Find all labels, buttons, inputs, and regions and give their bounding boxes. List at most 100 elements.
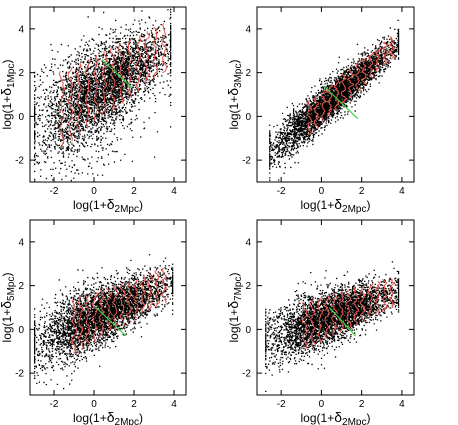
contour-line	[305, 100, 313, 136]
contour-line	[132, 277, 139, 319]
x-tick-label: 4	[399, 399, 405, 410]
y-axis-label: log(1+δ5Mpc)	[0, 273, 17, 343]
x-axis-label: log(1+δ2Mpc)	[73, 409, 143, 425]
contour-lines	[301, 277, 396, 350]
contour-lines	[58, 23, 168, 148]
contour-lines	[305, 36, 396, 136]
y-axis-label: log(1+δ7Mpc)	[225, 273, 244, 343]
contour-line	[70, 299, 78, 354]
y-tick-label: 0	[245, 112, 251, 123]
contour-line	[354, 62, 362, 92]
contour-line	[119, 282, 126, 327]
contour-line	[160, 267, 168, 304]
contour-line	[325, 84, 334, 117]
x-tick-label: 0	[91, 186, 97, 197]
contour-line	[110, 47, 116, 111]
contour-line	[154, 269, 161, 307]
scatter-points	[265, 261, 400, 392]
contour-line	[388, 36, 396, 60]
contour-line	[374, 280, 381, 316]
y-axis-label: log(1+δ3Mpc)	[225, 60, 244, 130]
y-tick-label: -2	[15, 156, 24, 167]
contour-line	[84, 58, 91, 129]
x-tick-label: 0	[319, 399, 325, 410]
y-tick-label: 2	[245, 281, 251, 292]
plot-frame	[256, 6, 415, 183]
x-tick-label: 0	[319, 186, 325, 197]
contour-line	[320, 89, 327, 123]
y-tick-label: 2	[18, 281, 24, 292]
x-tick-label: 2	[359, 186, 365, 197]
x-tick-label: -2	[50, 186, 59, 197]
y-tick-label: 0	[18, 112, 24, 123]
x-tick-label: 4	[171, 186, 177, 197]
contour-line	[84, 294, 91, 346]
contour-line	[93, 55, 100, 123]
contour-lines	[70, 267, 168, 354]
x-tick-label: 2	[131, 399, 137, 410]
y-tick-label: -2	[242, 156, 251, 167]
contour-line	[316, 297, 324, 343]
contour-line	[367, 283, 374, 319]
contour-line	[340, 73, 348, 104]
contour-line	[312, 95, 320, 130]
contour-line	[381, 278, 388, 312]
y-tick-label: 4	[245, 24, 251, 35]
x-axis-label: log(1+δ2Mpc)	[301, 196, 371, 215]
x-tick-label: -2	[277, 399, 286, 410]
contour-line	[101, 51, 108, 117]
y-tick-label: 2	[18, 68, 24, 79]
contour-line	[77, 296, 85, 350]
panel-4: -2 0 2 4 -2 0 2 4 log(1+δ2Mpc) log(1+δ7Mpc)	[225, 219, 415, 425]
contour-line	[135, 35, 142, 92]
contour-line	[359, 285, 367, 323]
contour-line	[389, 277, 396, 309]
contour-line	[127, 38, 133, 98]
contour-line	[346, 68, 355, 98]
plot-frame	[29, 219, 187, 396]
x-tick-label: 2	[359, 399, 365, 410]
y-tick-label: 4	[18, 237, 24, 248]
contour-line	[105, 287, 113, 335]
x-axis-label: log(1+δ2Mpc)	[73, 196, 143, 215]
contour-line	[345, 289, 352, 330]
contour-line	[331, 293, 339, 337]
contour-line	[139, 274, 147, 315]
contour-line	[367, 52, 375, 79]
contour-line	[126, 279, 133, 323]
x-tick-label: 4	[399, 186, 405, 197]
scatter-cloud	[269, 19, 400, 182]
y-tick-label: 4	[245, 237, 251, 248]
contour-line	[375, 46, 382, 73]
contour-line	[75, 63, 83, 136]
contour-line	[111, 284, 119, 331]
y-tick-label: -2	[15, 369, 24, 380]
x-tick-label: 2	[131, 186, 137, 197]
contour-line	[333, 79, 340, 111]
x-tick-label: 0	[91, 399, 97, 410]
contour-line	[58, 71, 66, 148]
scatter-cloud	[34, 8, 172, 182]
contour-line	[352, 287, 360, 326]
x-tick-label: -2	[50, 399, 59, 410]
x-axis-label: log(1+δ2Mpc)	[301, 409, 371, 425]
y-tick-label: 2	[245, 68, 251, 79]
y-tick-label: 4	[18, 24, 24, 35]
contour-line	[360, 57, 368, 85]
panel-2: -2 0 2 4 -2 0 2 4 log(1+δ2Mpc) log(1+δ3Mpc)	[225, 6, 415, 215]
panel-3: -2 0 2 4 -2 0 2 4 log(1+δ2Mpc) log(1+δ5Mpc)	[0, 219, 187, 425]
contour-line	[338, 291, 345, 333]
contour-line	[301, 301, 309, 350]
scatter-cloud	[265, 261, 400, 392]
fit-line	[323, 85, 359, 119]
x-tick-label: -2	[277, 186, 286, 197]
contour-line	[118, 43, 125, 105]
x-tick-label: 4	[171, 399, 177, 410]
y-tick-label: -2	[242, 369, 251, 380]
contour-line	[161, 23, 168, 74]
y-tick-label: 0	[18, 325, 24, 336]
y-axis-label: log(1+δ1Mpc)	[0, 60, 17, 130]
contour-line	[382, 41, 389, 66]
panel-1: -2 0 2 4 -2 0 2 4 log(1+δ2Mpc) log(1+δ1Mpc)	[0, 6, 187, 215]
